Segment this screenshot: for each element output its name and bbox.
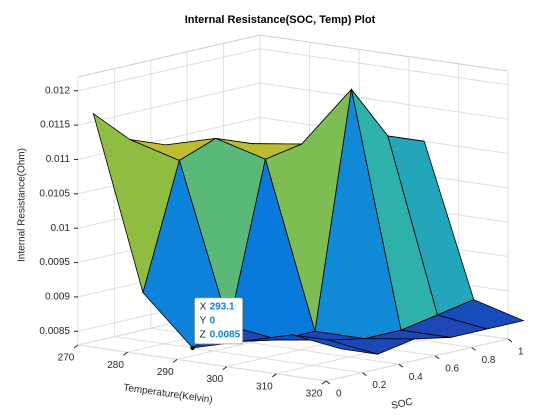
- axes: 270 280 290 300 310 320 0 0.2 0.4 0.6 0.8 1 0.0085 0.…: [39, 85, 524, 399]
- datatip-value: 0.0085: [210, 330, 241, 341]
- x-tick: [272, 373, 277, 378]
- z-tick-label: 0.0115: [40, 120, 70, 131]
- x-tick-label: 280: [107, 360, 124, 371]
- datatip-value: 293.1: [210, 302, 235, 313]
- x-tick: [222, 366, 228, 371]
- datatip-label: Y: [200, 316, 207, 327]
- z-tick-label: 0.0095: [39, 257, 70, 268]
- y-tick-label: 0: [336, 389, 342, 400]
- box-edge: [259, 34, 509, 72]
- y-tick: [398, 363, 404, 368]
- y-tick-label: 0.8: [482, 355, 496, 366]
- grid-line: [259, 48, 509, 86]
- z-axis-label: Internal Resistance(Ohm): [17, 148, 28, 262]
- y-tick-label: 1: [518, 347, 524, 358]
- chart-title: Internal Resistance(SOC, Temp) Plot: [185, 14, 376, 26]
- z-tick-label: 0.01: [51, 223, 71, 234]
- y-tick-label: 0.4: [409, 372, 423, 383]
- y-tick: [434, 355, 440, 360]
- y-tick: [471, 346, 476, 351]
- x-tick: [172, 358, 178, 363]
- y-axis-label: SOC: [390, 397, 413, 412]
- surface-patch: [291, 334, 378, 355]
- datatip-label: Z: [200, 330, 206, 341]
- z-tick-label: 0.009: [45, 292, 70, 303]
- datatip-label: X: [200, 302, 207, 313]
- grid-line: [325, 338, 509, 382]
- grid-line: [77, 48, 261, 92]
- datatip-marker: [190, 345, 195, 351]
- y-tick: [362, 372, 367, 377]
- z-tick-label: 0.0085: [39, 326, 70, 337]
- x-tick-label: 300: [206, 374, 223, 385]
- z-tick-label: 0.011: [46, 154, 71, 165]
- y-tick: [507, 338, 513, 343]
- grid-line: [259, 82, 509, 120]
- x-tick: [123, 351, 128, 356]
- box-edge: [77, 34, 261, 78]
- z-tick-label: 0.0105: [39, 188, 70, 199]
- grid-line: [77, 82, 261, 126]
- y-tick: [325, 380, 331, 385]
- grid-line: [114, 336, 363, 374]
- x-tick-label: 320: [306, 389, 323, 400]
- datatip-value: 0: [210, 316, 216, 327]
- x-tick: [73, 344, 79, 349]
- y-tick-label: 0.6: [445, 363, 459, 374]
- grid-line: [77, 344, 327, 382]
- z-tick-label: 0.012: [45, 85, 70, 96]
- datatip: X 293.1Y 0Z 0.0085: [190, 297, 243, 351]
- x-tick-label: 270: [58, 353, 75, 364]
- x-tick: [321, 380, 327, 385]
- x-tick-label: 310: [256, 381, 273, 392]
- datatip-box: [194, 297, 243, 345]
- y-tick-label: 0.2: [372, 380, 386, 391]
- x-tick-label: 290: [157, 367, 174, 378]
